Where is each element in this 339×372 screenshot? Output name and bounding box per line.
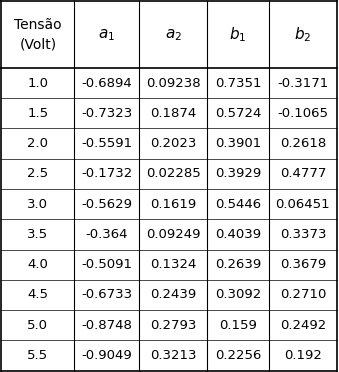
- Text: 2.5: 2.5: [27, 167, 48, 180]
- Text: -0.5591: -0.5591: [81, 137, 133, 150]
- Text: 5.5: 5.5: [27, 349, 48, 362]
- Text: -0.5091: -0.5091: [81, 258, 132, 271]
- Text: 0.06451: 0.06451: [276, 198, 330, 211]
- Text: 4.0: 4.0: [27, 258, 48, 271]
- Text: -0.6894: -0.6894: [81, 77, 132, 90]
- Text: -0.7323: -0.7323: [81, 107, 133, 120]
- Text: 0.3373: 0.3373: [280, 228, 326, 241]
- Text: Tensão
(Volt): Tensão (Volt): [14, 18, 62, 51]
- Text: 0.2439: 0.2439: [150, 288, 197, 301]
- Text: 3.5: 3.5: [27, 228, 48, 241]
- Text: 0.02285: 0.02285: [146, 167, 201, 180]
- Text: -0.5629: -0.5629: [81, 198, 132, 211]
- Text: 0.3901: 0.3901: [215, 137, 261, 150]
- Text: 2.0: 2.0: [27, 137, 48, 150]
- Text: 0.2256: 0.2256: [215, 349, 261, 362]
- Text: 5.0: 5.0: [27, 319, 48, 332]
- Text: 0.3679: 0.3679: [280, 258, 326, 271]
- Text: 0.1619: 0.1619: [150, 198, 197, 211]
- Text: 0.2618: 0.2618: [280, 137, 326, 150]
- Text: -0.1732: -0.1732: [81, 167, 133, 180]
- Text: -0.364: -0.364: [86, 228, 128, 241]
- Text: 0.7351: 0.7351: [215, 77, 261, 90]
- Text: $a_2$: $a_2$: [165, 27, 182, 42]
- Text: 0.3929: 0.3929: [215, 167, 261, 180]
- Text: 0.2639: 0.2639: [215, 258, 261, 271]
- Text: 0.09249: 0.09249: [146, 228, 201, 241]
- Text: 0.4039: 0.4039: [215, 228, 261, 241]
- Text: 3.0: 3.0: [27, 198, 48, 211]
- Text: 0.192: 0.192: [284, 349, 322, 362]
- Text: 1.5: 1.5: [27, 107, 48, 120]
- Text: 4.5: 4.5: [27, 288, 48, 301]
- Text: 1.0: 1.0: [27, 77, 48, 90]
- Text: $b_2$: $b_2$: [294, 25, 312, 44]
- Text: -0.6733: -0.6733: [81, 288, 133, 301]
- Text: 0.4777: 0.4777: [280, 167, 326, 180]
- Text: -0.9049: -0.9049: [81, 349, 132, 362]
- Text: 0.5446: 0.5446: [215, 198, 261, 211]
- Text: -0.1065: -0.1065: [277, 107, 328, 120]
- Text: 0.1324: 0.1324: [150, 258, 197, 271]
- Text: 0.2710: 0.2710: [280, 288, 326, 301]
- Text: -0.3171: -0.3171: [277, 77, 328, 90]
- Text: $a_1$: $a_1$: [98, 27, 115, 42]
- Text: 0.2793: 0.2793: [150, 319, 197, 332]
- Text: 0.2023: 0.2023: [150, 137, 197, 150]
- Text: 0.2492: 0.2492: [280, 319, 326, 332]
- Text: -0.8748: -0.8748: [81, 319, 132, 332]
- Text: 0.5724: 0.5724: [215, 107, 261, 120]
- Text: 0.159: 0.159: [219, 319, 257, 332]
- Text: 0.3092: 0.3092: [215, 288, 261, 301]
- Text: 0.09238: 0.09238: [146, 77, 201, 90]
- Text: 0.3213: 0.3213: [150, 349, 197, 362]
- Text: 0.1874: 0.1874: [150, 107, 197, 120]
- Text: $b_1$: $b_1$: [230, 25, 247, 44]
